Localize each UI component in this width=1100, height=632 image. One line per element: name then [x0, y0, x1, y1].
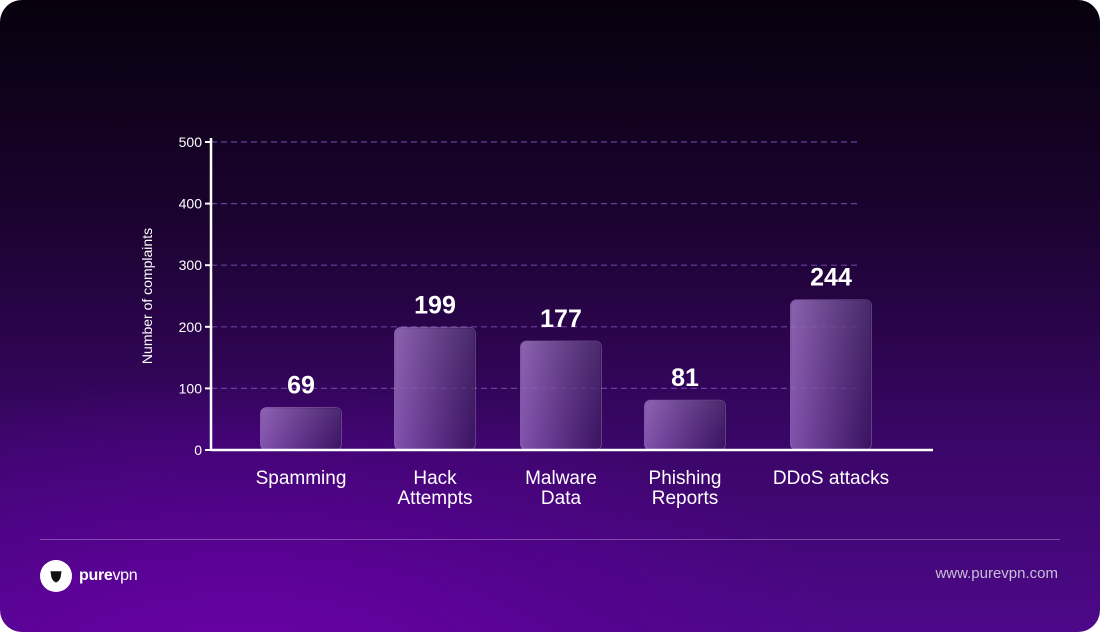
x-tick-label: Hack — [413, 468, 457, 489]
shield-icon — [40, 560, 72, 592]
x-tick-label: Attempts — [398, 488, 473, 509]
bar-sheen — [645, 401, 725, 449]
y-axis-label: Number of complaints — [139, 228, 155, 364]
logo-wordmark: purevpn — [79, 567, 138, 585]
y-tick-label: 200 — [179, 319, 203, 335]
bar-sheen — [791, 300, 871, 449]
bar-sheen — [395, 328, 475, 449]
data-label: 81 — [671, 364, 699, 392]
x-tick-label: Spamming — [256, 468, 347, 489]
logo-text-bold: pure — [79, 567, 113, 584]
bar-sheen — [521, 341, 601, 449]
data-label: 69 — [287, 371, 315, 399]
footer-divider — [40, 539, 1060, 540]
x-tick-label: DDoS attacks — [773, 468, 889, 489]
data-label: 244 — [810, 264, 852, 292]
logo-text-light: vpn — [112, 567, 138, 584]
purevpn-logo: purevpn — [40, 560, 138, 592]
x-tick-label: Phishing — [649, 468, 722, 489]
y-tick-label: 100 — [179, 380, 203, 396]
x-tick-label: Reports — [652, 488, 719, 509]
bar-sheen — [261, 408, 341, 449]
y-tick-label: 300 — [179, 257, 203, 273]
data-label: 199 — [414, 291, 456, 319]
website-url: www.purevpn.com — [935, 565, 1058, 582]
x-tick-label: Malware — [525, 468, 597, 489]
data-label: 177 — [540, 305, 582, 333]
y-tick-label: 0 — [194, 442, 202, 458]
y-tick-label: 400 — [179, 196, 203, 212]
x-tick-label: Data — [541, 488, 582, 509]
y-tick-label: 500 — [179, 134, 203, 150]
bar-chart: 0 100 200 300 400 500 69 Spamming 199 HackAttempt… — [139, 134, 889, 509]
